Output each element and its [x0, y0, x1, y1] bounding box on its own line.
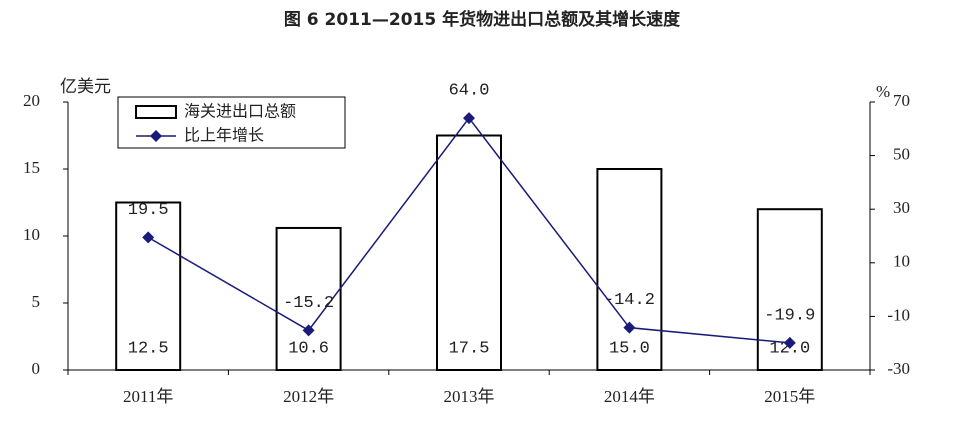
x-tick-label: 2011年	[123, 387, 173, 406]
y2-tick-label: 10	[893, 252, 910, 271]
line-marker	[142, 231, 155, 244]
legend-label: 比上年增长	[184, 126, 264, 145]
y-axis-label: 亿美元	[60, 77, 111, 96]
y-tick-label: 5	[32, 292, 41, 311]
x-tick-label: 2012年	[283, 387, 334, 406]
bar-value-label: 15.0	[609, 339, 650, 358]
line-value-label: -15.2	[283, 294, 334, 313]
line-value-label: 64.0	[449, 82, 490, 101]
y-tick-label: 20	[23, 91, 40, 110]
bar-value-label: 12.0	[769, 339, 810, 358]
bar	[436, 134, 502, 371]
y-tick-label: 10	[23, 225, 40, 244]
y2-tick-label: -30	[887, 359, 910, 378]
bar-value-label: 12.5	[128, 339, 169, 358]
bar	[596, 168, 663, 371]
y2-axis-label: %	[876, 82, 890, 101]
legend-swatch	[135, 105, 177, 119]
x-tick-label: 2015年	[764, 387, 815, 406]
y2-tick-label: 70	[893, 91, 910, 110]
line-marker	[463, 112, 475, 125]
line-marker	[302, 324, 315, 337]
y2-tick-label: 50	[893, 145, 910, 164]
chart-title: 图 6 2011—2015 年货物进出口总额及其增长速度	[284, 9, 681, 30]
line-marker	[623, 321, 636, 334]
y2-tick-label: 30	[893, 198, 910, 217]
bar-value-label: 10.6	[288, 339, 329, 358]
bar-value-label: 17.5	[449, 339, 490, 358]
x-tick-label: 2014年	[604, 387, 655, 406]
x-tick-label: 2013年	[444, 387, 495, 406]
y2-tick-label: -10	[887, 305, 910, 324]
line-value-label: -19.9	[764, 306, 815, 325]
y-tick-label: 15	[23, 158, 40, 177]
bar	[115, 201, 182, 371]
line-value-label: 19.5	[128, 201, 169, 220]
legend-marker	[150, 130, 162, 142]
y-tick-label: 0	[32, 359, 41, 378]
line-value-label: -14.2	[604, 291, 655, 310]
bar	[275, 226, 342, 371]
legend-label: 海关进出口总额	[184, 102, 296, 121]
line-marker	[783, 336, 796, 349]
